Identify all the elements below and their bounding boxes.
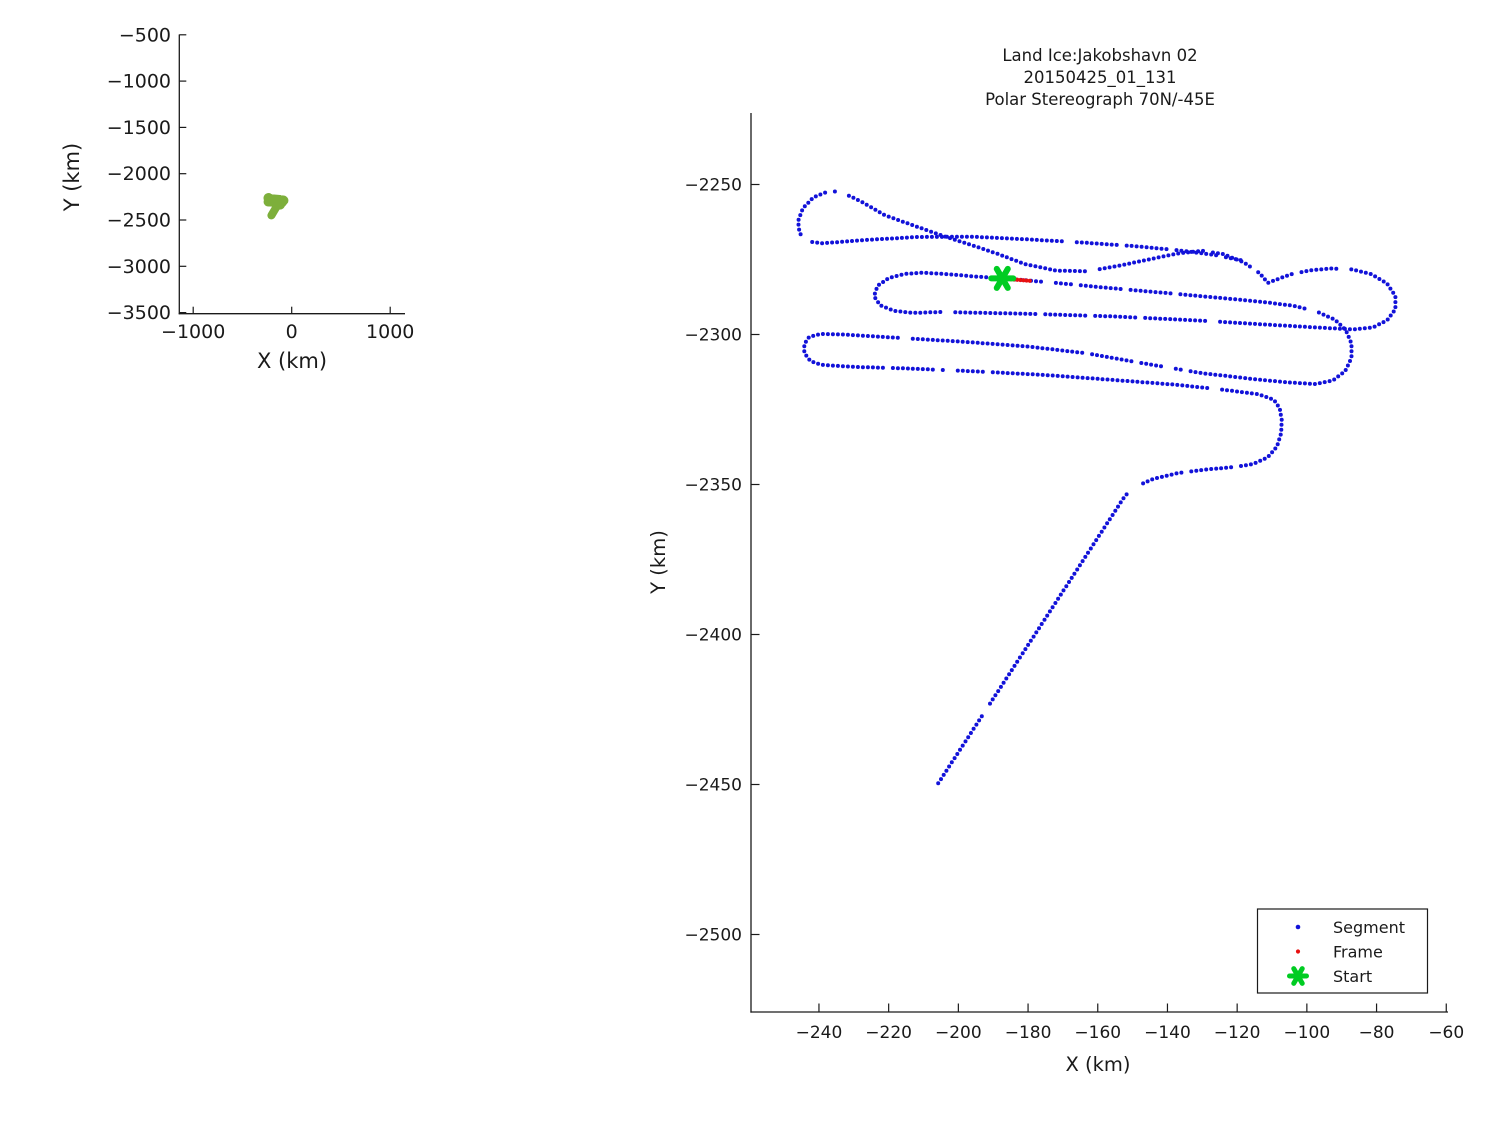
x-tick-label: −160 [1074,1023,1121,1043]
segment-dots-layer [796,189,1398,786]
overview-plot: −500−1000−1500−2000−2500−3000−3500−1000 0… [107,24,415,343]
x-tick-label: 1000 [366,321,414,343]
x-tick-label: −60 [1428,1023,1464,1043]
x-tick-label: −140 [1144,1023,1191,1043]
overview-y-axis-label: Y (km) [60,143,84,213]
y-tick-label: −2400 [684,626,742,646]
overview-x-axis-label: X (km) [257,349,327,373]
start-marker [988,265,1017,291]
x-tick-label: −100 [1284,1023,1331,1043]
overview-flight-track [263,193,289,220]
y-tick-label: −2250 [684,176,742,196]
title-line-1: Land Ice:Jakobshavn 02 [1002,46,1197,65]
y-tick-label: −1000 [107,71,171,93]
y-tick-label: −1500 [107,117,171,139]
title-line-2: 20150425_01_131 [1024,68,1177,88]
overview-axes [178,34,405,315]
x-tick-label: −240 [796,1023,843,1043]
x-tick-label: −220 [865,1023,912,1043]
title-line-3: Polar Stereograph 70N/-45E [985,90,1215,109]
y-tick-label: −3000 [107,256,171,278]
x-tick-label: −200 [935,1023,982,1043]
y-tick-label: −2500 [684,926,742,946]
x-tick-label: −120 [1214,1023,1261,1043]
frame-marker-icon [1295,949,1301,954]
x-tick-label: −80 [1359,1023,1395,1043]
y-tick-label: −2350 [684,476,742,496]
main-axes [750,113,1448,1013]
x-tick-label: −1000 [161,321,225,343]
flight-track-plot: −2250 −2300 −2350 −2400 −2450 −2500 −240 −220 −2… [684,113,1464,1043]
y-tick-label: −2450 [684,776,742,796]
overview-tick-labels: −500−1000−1500−2000−2500−3000−3500−1000 0… [107,24,415,343]
y-tick-label: −500 [119,24,171,46]
start-marker-icon [1287,966,1309,986]
x-tick-label: −180 [1005,1023,1052,1043]
main-tick-labels: −2250 −2300 −2350 −2400 −2450 −2500 −240 −220 −2… [684,176,1464,1044]
main-y-axis-label: Y (km) [647,530,670,595]
y-tick-label: −2300 [684,326,742,346]
y-tick-label: −3500 [107,302,171,324]
main-x-axis-label: X (km) [1065,1053,1130,1076]
legend-label-segment: Segment [1333,918,1405,937]
legend: Segment Frame Start [1256,908,1429,994]
legend-box [1256,908,1429,994]
segment-marker-icon [1295,924,1301,930]
y-tick-label: −2000 [107,163,171,185]
legend-label-frame: Frame [1333,943,1383,962]
y-tick-label: −2500 [107,210,171,232]
x-tick-label: 0 [286,321,298,343]
plot-title: Land Ice:Jakobshavn 02 20150425_01_131 P… [985,46,1215,109]
legend-label-start: Start [1333,967,1372,986]
